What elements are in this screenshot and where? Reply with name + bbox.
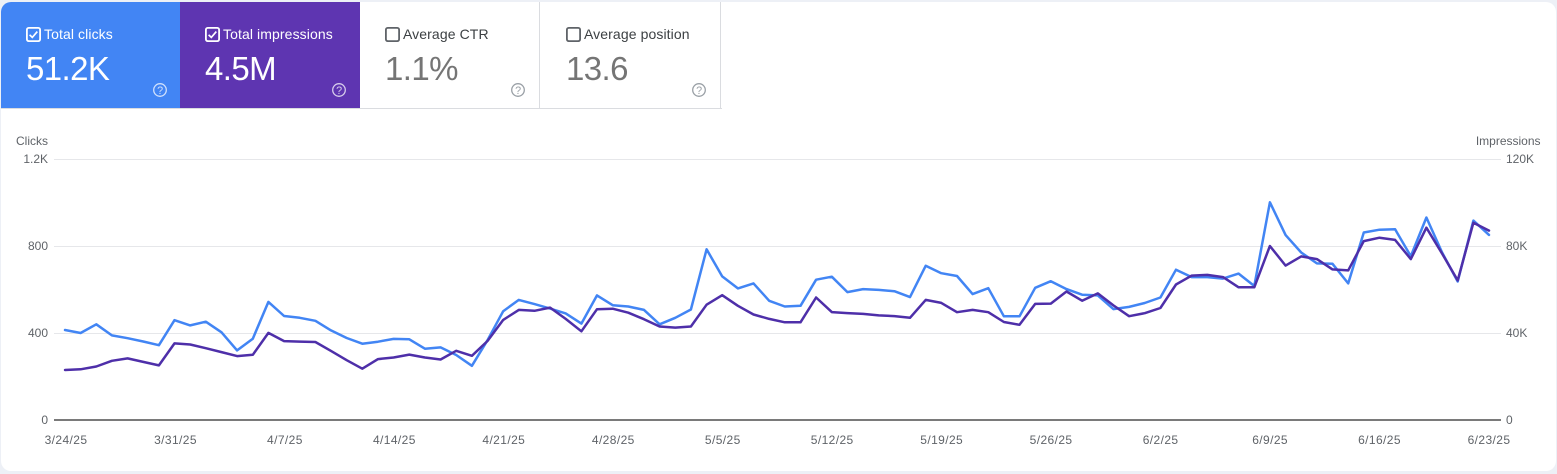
svg-text:4/21/25: 4/21/25 xyxy=(482,433,525,447)
svg-text:?: ? xyxy=(336,85,342,97)
svg-text:Clicks: Clicks xyxy=(16,134,48,148)
svg-text:6/9/25: 6/9/25 xyxy=(1252,433,1288,447)
svg-text:6/23/25: 6/23/25 xyxy=(1468,433,1511,447)
svg-text:?: ? xyxy=(696,85,702,97)
svg-text:4/7/25: 4/7/25 xyxy=(267,433,303,447)
svg-text:400: 400 xyxy=(28,326,48,340)
svg-text:80K: 80K xyxy=(1506,239,1527,253)
svg-text:3/31/25: 3/31/25 xyxy=(154,433,197,447)
svg-text:6/2/25: 6/2/25 xyxy=(1143,433,1179,447)
svg-text:40K: 40K xyxy=(1506,326,1527,340)
svg-text:800: 800 xyxy=(28,239,48,253)
svg-text:0: 0 xyxy=(1506,413,1513,427)
svg-text:5/12/25: 5/12/25 xyxy=(811,433,854,447)
svg-text:1.2K: 1.2K xyxy=(23,152,48,166)
svg-text:?: ? xyxy=(515,85,521,97)
svg-text:0: 0 xyxy=(41,413,48,427)
svg-text:4/14/25: 4/14/25 xyxy=(373,433,416,447)
svg-text:5/26/25: 5/26/25 xyxy=(1030,433,1073,447)
svg-text:120K: 120K xyxy=(1506,152,1534,166)
svg-text:5/19/25: 5/19/25 xyxy=(920,433,963,447)
svg-text:5/5/25: 5/5/25 xyxy=(705,433,741,447)
svg-text:Impressions: Impressions xyxy=(1476,134,1541,148)
svg-text:6/16/25: 6/16/25 xyxy=(1358,433,1401,447)
svg-text:4/28/25: 4/28/25 xyxy=(592,433,635,447)
svg-text:3/24/25: 3/24/25 xyxy=(45,433,88,447)
svg-text:?: ? xyxy=(157,85,163,97)
